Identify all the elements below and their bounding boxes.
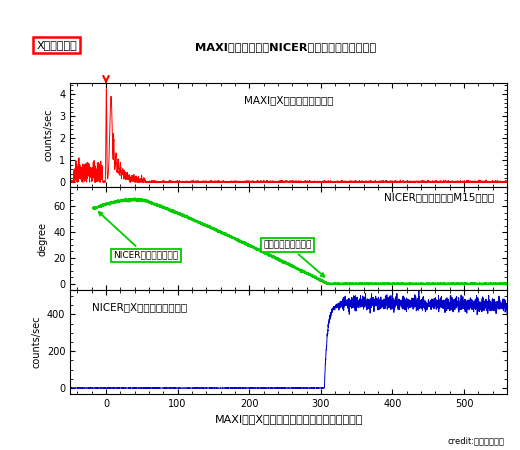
Text: credit:理化学研究所: credit:理化学研究所 <box>447 436 504 446</box>
Y-axis label: counts/sec: counts/sec <box>31 316 41 368</box>
Text: NICERの視野中心とM15の離角: NICERの視野中心とM15の離角 <box>384 192 494 202</box>
Y-axis label: degree: degree <box>37 221 47 256</box>
Text: NICERの天体導入開始: NICERの天体導入開始 <box>99 212 178 260</box>
Text: MAXIのX線カウントレート: MAXIのX線カウントレート <box>244 96 333 106</box>
Y-axis label: counts/sec: counts/sec <box>44 109 54 161</box>
Text: MAXIでの検出からNICERによる観測までの流れ: MAXIでの検出からNICERによる観測までの流れ <box>196 42 376 52</box>
Text: NICERのX線カウントレート: NICERのX線カウントレート <box>92 303 187 313</box>
X-axis label: MAXIでのX線バースト発見からの時刻（秒）: MAXIでのX線バースト発見からの時刻（秒） <box>214 414 363 424</box>
Text: 導入終了、追尾開始: 導入終了、追尾開始 <box>264 240 324 277</box>
Text: X線バースト: X線バースト <box>36 40 77 50</box>
